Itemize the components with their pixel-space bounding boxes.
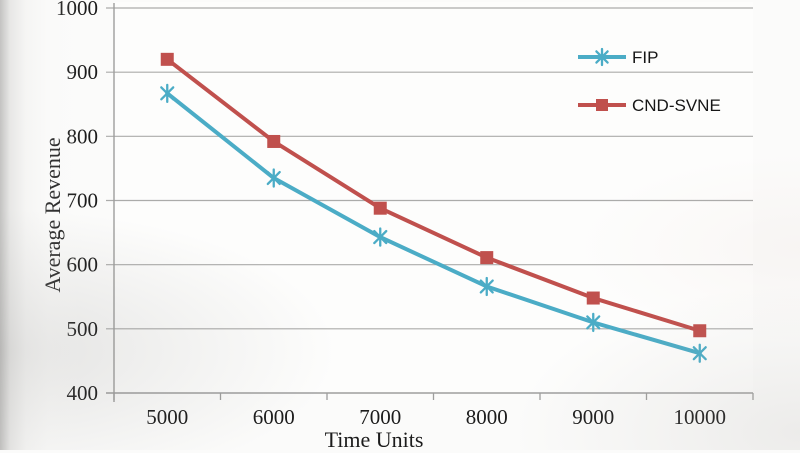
x-tick-label: 8000	[466, 405, 508, 429]
y-tick-label: 500	[67, 317, 99, 341]
asterisk-marker-icon	[266, 168, 281, 188]
x-tick-label: 9000	[572, 405, 614, 429]
y-tick-label: 400	[67, 381, 99, 405]
square-marker-icon	[586, 291, 600, 305]
plot-area	[114, 2, 753, 393]
asterisk-marker-icon	[586, 312, 601, 333]
square-marker-icon	[267, 134, 281, 148]
y-tick-label: 800	[67, 124, 99, 148]
square-marker-icon	[693, 324, 707, 338]
asterisk-marker-icon	[373, 227, 388, 247]
square-marker-icon	[480, 251, 494, 265]
y-tick-label: 600	[67, 253, 99, 277]
square-marker-icon	[596, 99, 608, 111]
square-marker-icon	[160, 52, 174, 66]
asterisk-marker-icon	[595, 47, 609, 67]
y-axis-title: Average Revenue	[40, 137, 65, 293]
asterisk-marker-icon	[692, 343, 707, 363]
y-tick-label: 1000	[56, 0, 98, 20]
y-tick-label: 900	[67, 60, 99, 84]
x-axis-title: Time Units	[324, 427, 424, 452]
square-marker-icon	[373, 201, 387, 215]
series-line-FIP	[165, 91, 702, 356]
legend-label: CND-SVNE	[632, 96, 721, 115]
series-line-CND-SVNE	[165, 57, 702, 333]
x-tick-label: 10000	[674, 405, 727, 429]
x-tick-label: 5000	[146, 405, 188, 429]
x-tick-label: 6000	[253, 405, 295, 429]
x-tick-label: 7000	[359, 405, 401, 429]
asterisk-marker-icon	[160, 83, 175, 103]
legend-label: FIP	[632, 48, 658, 67]
y-tick-label: 700	[67, 189, 99, 213]
asterisk-marker-icon	[479, 276, 494, 297]
